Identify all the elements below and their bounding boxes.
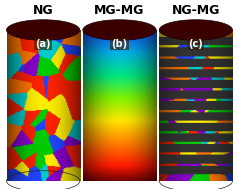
Text: (a): (a) (35, 39, 51, 49)
Text: (c): (c) (189, 39, 203, 49)
Ellipse shape (159, 20, 233, 40)
Text: NG-MG: NG-MG (172, 4, 220, 16)
Text: NG: NG (33, 4, 54, 16)
Ellipse shape (83, 20, 156, 40)
Ellipse shape (6, 20, 80, 40)
Text: (b): (b) (111, 39, 128, 49)
Text: MG-MG: MG-MG (94, 4, 145, 16)
